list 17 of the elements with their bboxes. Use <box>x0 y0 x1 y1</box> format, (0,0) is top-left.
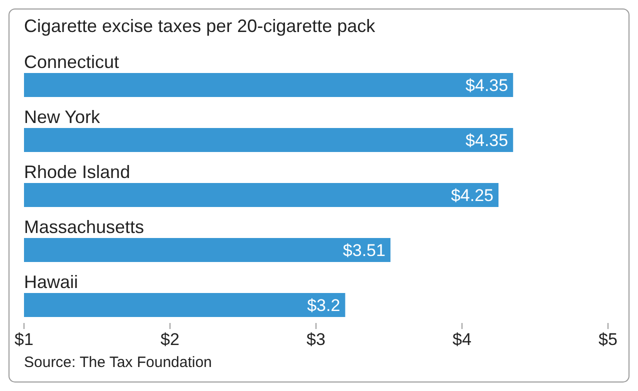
data-label: $3.51 <box>342 241 386 260</box>
data-label: $3.2 <box>307 296 340 315</box>
source-note: Source: The Tax Foundation <box>24 354 212 371</box>
y-tick-label: New York <box>24 107 102 127</box>
data-label: $4.25 <box>450 186 494 205</box>
chart-title: Cigarette excise taxes per 20-cigarette pack <box>24 16 376 36</box>
x-tick-label: $3 <box>306 330 326 349</box>
y-tick-label: Rhode Island <box>24 162 130 182</box>
x-tick-label: $2 <box>160 330 180 349</box>
y-tick-label: Connecticut <box>24 52 120 72</box>
x-tick-label: $4 <box>452 330 472 349</box>
x-tick-label: $1 <box>14 330 34 349</box>
y-tick-label: Hawaii <box>24 272 78 292</box>
y-tick-label: Massachusetts <box>24 217 144 237</box>
data-label: $4.35 <box>466 76 508 95</box>
x-tick-label: $5 <box>598 330 618 349</box>
data-label: $4.35 <box>466 131 508 150</box>
